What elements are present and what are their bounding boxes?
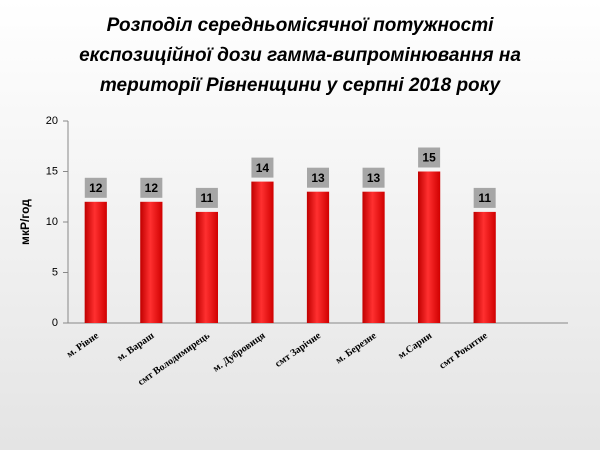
value-label-box: [251, 157, 274, 178]
y-axis-label: мкР/год: [18, 199, 32, 245]
value-label: 15: [422, 151, 436, 165]
bar: [140, 201, 163, 323]
value-label-box: [195, 187, 218, 208]
value-label-box: [307, 167, 329, 188]
value-label-box: [362, 167, 385, 188]
bar: [418, 171, 441, 323]
y-tick-label: 15: [46, 165, 58, 177]
value-label: 13: [311, 171, 325, 185]
value-label: 11: [201, 191, 214, 205]
y-tick-label: 5: [52, 266, 58, 278]
chart-title: Розподіл середньомісячної потужності: [107, 15, 494, 36]
chart-title: території Рівненщини у серпні 2018 року: [100, 75, 502, 96]
value-label: 14: [256, 161, 270, 175]
y-tick-label: 10: [46, 216, 58, 228]
bar: [84, 201, 107, 323]
bar: [362, 191, 385, 323]
bar: [251, 181, 274, 323]
value-label: 11: [478, 191, 491, 205]
y-tick-label: 0: [52, 317, 58, 329]
value-label: 13: [367, 171, 381, 185]
chart-title: експозиційної дози гамма-випромінювання …: [79, 45, 521, 66]
value-label-box: [140, 177, 163, 198]
value-label-box: [473, 187, 496, 208]
value-label: 12: [145, 181, 159, 195]
bar: [306, 191, 330, 323]
value-label-box: [418, 147, 441, 168]
value-label: 12: [89, 181, 103, 195]
bar: [195, 211, 218, 323]
bar: [473, 211, 496, 323]
y-tick-label: 20: [46, 115, 58, 127]
value-label-box: [84, 177, 107, 198]
